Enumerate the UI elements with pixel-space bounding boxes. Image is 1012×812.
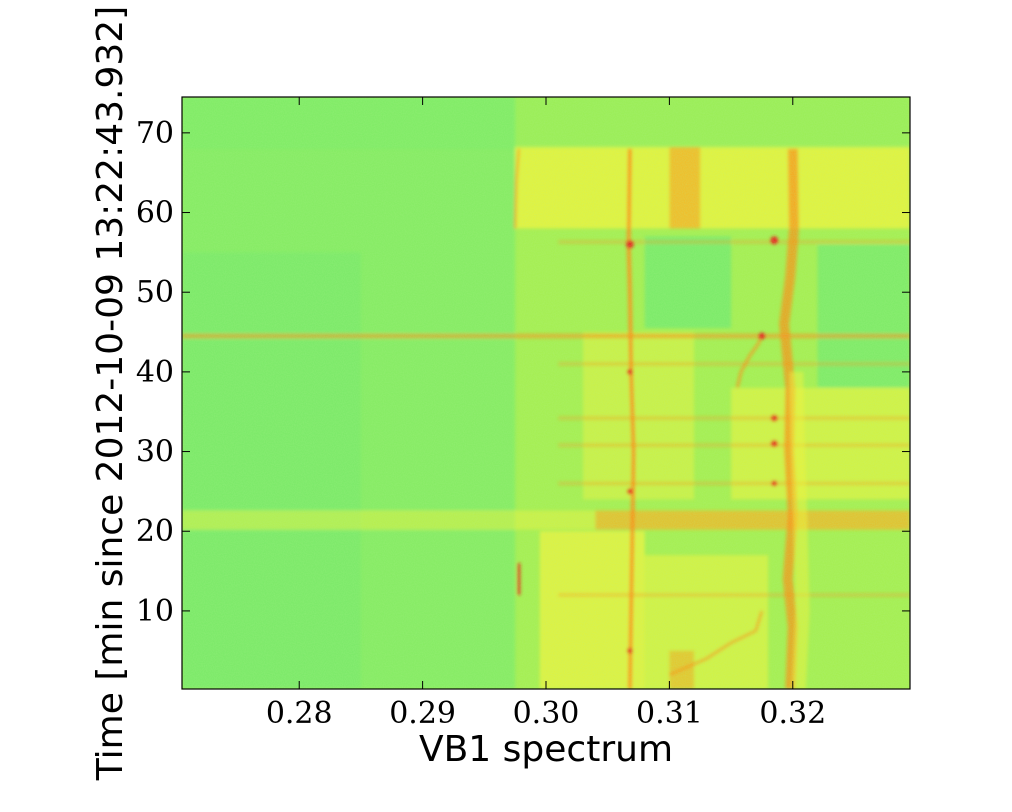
x-tick-label-1: 0.29	[389, 696, 456, 731]
x-axis-label: VB1 spectrum	[419, 729, 673, 770]
y-tick-label-6: 70	[136, 116, 174, 151]
y-axis-ticks: 10 20 30 40 50 60 70	[136, 116, 910, 629]
y-tick-label-4: 50	[136, 275, 174, 310]
x-tick-label-0: 0.28	[266, 696, 333, 731]
x-tick-label-4: 0.32	[759, 696, 826, 731]
y-tick-label-3: 40	[136, 355, 174, 390]
heatmap-noise	[182, 97, 910, 689]
y-tick-label-5: 60	[136, 196, 174, 231]
plot-area	[182, 97, 910, 689]
y-tick-label-2: 30	[136, 435, 174, 470]
x-tick-label-2: 0.30	[513, 696, 580, 731]
x-tick-label-3: 0.31	[636, 696, 703, 731]
y-tick-label-0: 10	[136, 594, 174, 629]
x-axis-ticks: 0.28 0.29 0.30 0.31 0.32	[266, 97, 826, 731]
y-axis-label: Time [min since 2012-10-09 13:22:43.932]	[90, 6, 131, 781]
y-tick-label-1: 20	[136, 514, 174, 549]
